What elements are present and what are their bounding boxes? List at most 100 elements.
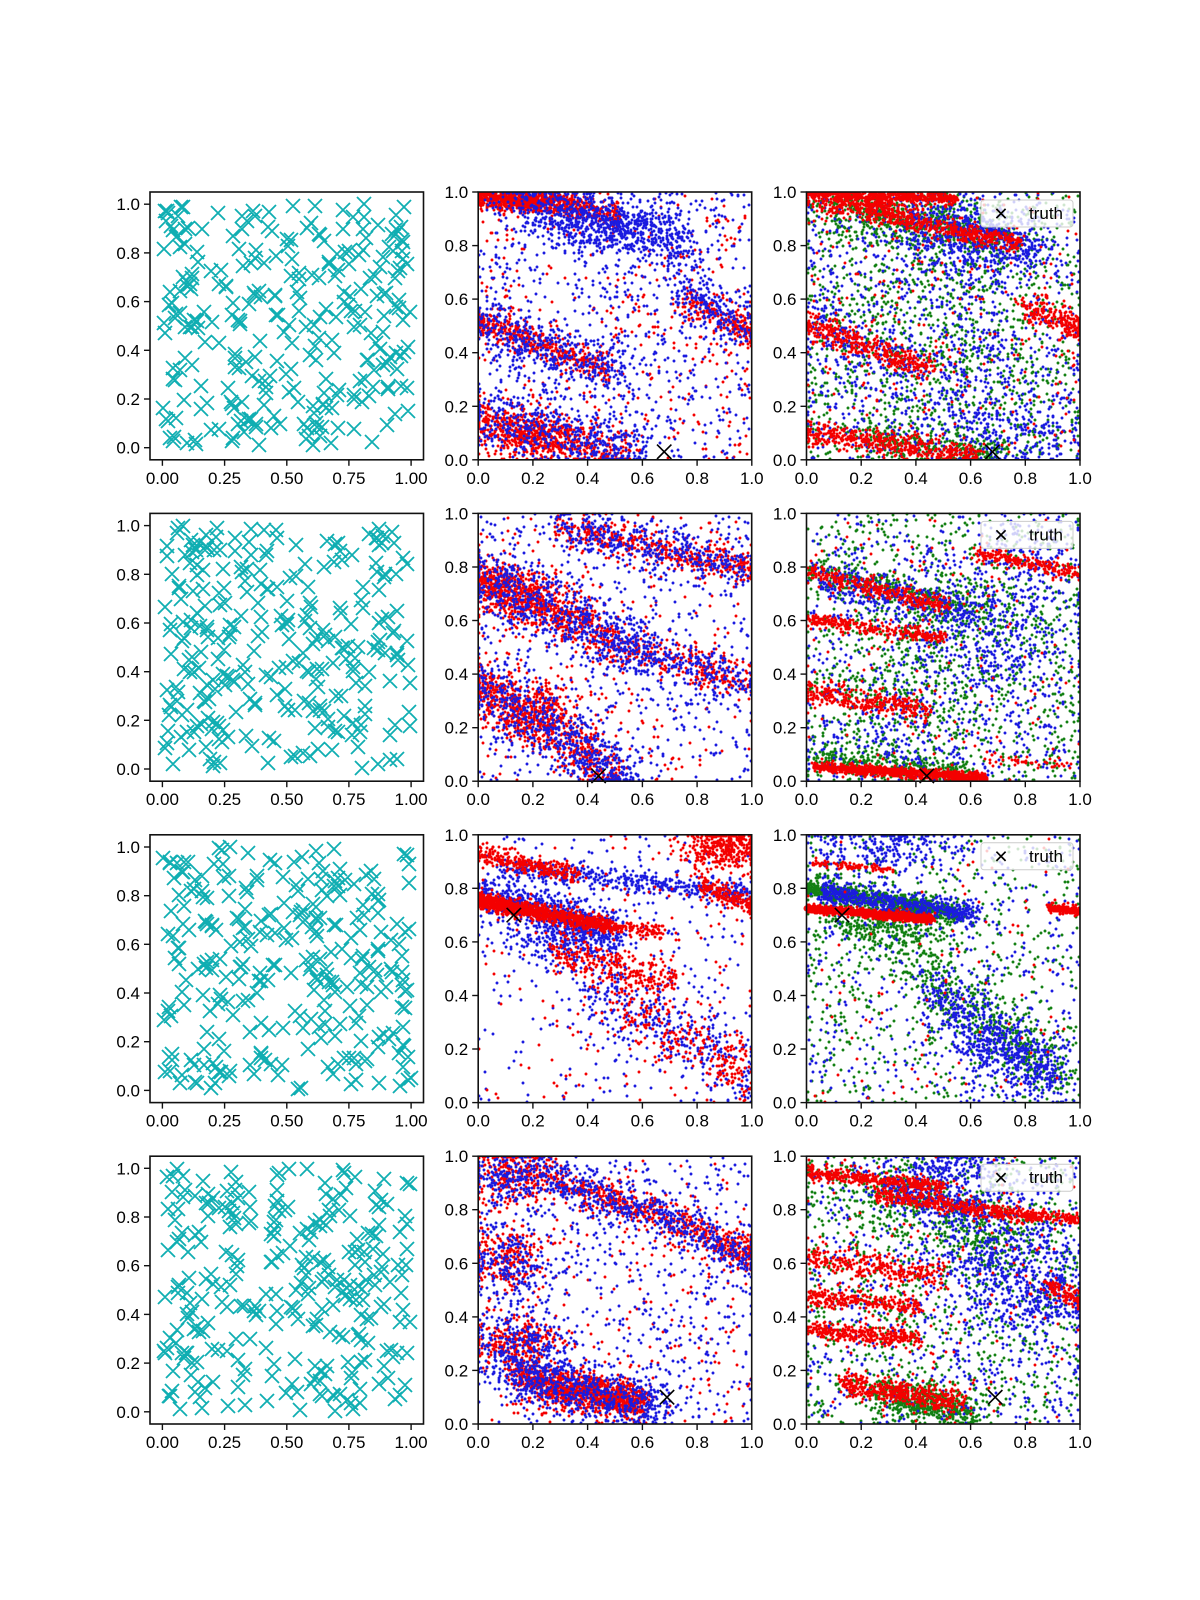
svg-text:0.2: 0.2 bbox=[445, 397, 469, 416]
svg-text:0.6: 0.6 bbox=[631, 1433, 655, 1452]
svg-text:0.8: 0.8 bbox=[773, 1201, 797, 1220]
svg-text:0.2: 0.2 bbox=[521, 790, 545, 809]
svg-text:1.0: 1.0 bbox=[740, 1433, 764, 1452]
svg-text:0.4: 0.4 bbox=[445, 344, 469, 363]
svg-text:0.6: 0.6 bbox=[631, 469, 655, 488]
svg-text:0.4: 0.4 bbox=[116, 1305, 140, 1324]
svg-text:0.00: 0.00 bbox=[146, 469, 179, 488]
svg-text:0.4: 0.4 bbox=[576, 1433, 600, 1452]
svg-text:0.2: 0.2 bbox=[116, 711, 140, 730]
svg-text:0.0: 0.0 bbox=[773, 772, 797, 791]
svg-text:1.0: 1.0 bbox=[116, 1159, 140, 1178]
svg-text:0.6: 0.6 bbox=[773, 290, 797, 309]
svg-text:0.2: 0.2 bbox=[521, 469, 545, 488]
svg-text:0.50: 0.50 bbox=[270, 790, 303, 809]
svg-text:1.0: 1.0 bbox=[773, 504, 797, 523]
svg-text:0.4: 0.4 bbox=[445, 987, 469, 1006]
svg-text:0.8: 0.8 bbox=[685, 790, 709, 809]
svg-text:1.0: 1.0 bbox=[1068, 1433, 1092, 1452]
svg-text:0.6: 0.6 bbox=[959, 790, 983, 809]
svg-text:0.2: 0.2 bbox=[521, 1112, 545, 1131]
svg-text:0.4: 0.4 bbox=[773, 987, 797, 1006]
svg-text:1.0: 1.0 bbox=[773, 183, 797, 202]
svg-text:0.25: 0.25 bbox=[208, 1112, 241, 1131]
svg-text:0.0: 0.0 bbox=[773, 1094, 797, 1113]
svg-text:0.8: 0.8 bbox=[116, 887, 140, 906]
svg-text:0.8: 0.8 bbox=[685, 1112, 709, 1131]
svg-text:0.2: 0.2 bbox=[773, 719, 797, 738]
svg-text:0.6: 0.6 bbox=[631, 790, 655, 809]
svg-text:1.0: 1.0 bbox=[1068, 1112, 1092, 1131]
svg-text:1.00: 1.00 bbox=[395, 1433, 428, 1452]
svg-text:0.0: 0.0 bbox=[466, 790, 490, 809]
svg-text:1.0: 1.0 bbox=[740, 469, 764, 488]
svg-text:0.6: 0.6 bbox=[116, 1257, 140, 1276]
svg-text:0.6: 0.6 bbox=[116, 935, 140, 954]
svg-text:0.0: 0.0 bbox=[795, 790, 819, 809]
svg-text:0.0: 0.0 bbox=[773, 1415, 797, 1434]
svg-text:truth: truth bbox=[1029, 1168, 1063, 1187]
svg-text:0.8: 0.8 bbox=[685, 1433, 709, 1452]
svg-text:0.6: 0.6 bbox=[116, 293, 140, 312]
svg-text:0.6: 0.6 bbox=[773, 1254, 797, 1273]
svg-text:1.0: 1.0 bbox=[445, 504, 469, 523]
svg-text:0.6: 0.6 bbox=[116, 614, 140, 633]
svg-text:0.0: 0.0 bbox=[795, 469, 819, 488]
svg-text:0.8: 0.8 bbox=[445, 1201, 469, 1220]
svg-text:0.0: 0.0 bbox=[445, 1094, 469, 1113]
svg-text:0.0: 0.0 bbox=[116, 1081, 140, 1100]
svg-text:0.25: 0.25 bbox=[208, 1433, 241, 1452]
svg-text:1.0: 1.0 bbox=[116, 517, 140, 536]
svg-text:0.8: 0.8 bbox=[116, 244, 140, 263]
svg-text:0.4: 0.4 bbox=[773, 1308, 797, 1327]
svg-text:1.0: 1.0 bbox=[740, 790, 764, 809]
svg-text:1.0: 1.0 bbox=[1068, 469, 1092, 488]
svg-text:0.8: 0.8 bbox=[1013, 469, 1037, 488]
svg-text:truth: truth bbox=[1029, 847, 1063, 866]
svg-text:0.4: 0.4 bbox=[576, 469, 600, 488]
svg-text:0.0: 0.0 bbox=[445, 772, 469, 791]
svg-text:0.4: 0.4 bbox=[576, 1112, 600, 1131]
svg-text:1.0: 1.0 bbox=[773, 826, 797, 845]
svg-text:0.25: 0.25 bbox=[208, 790, 241, 809]
svg-text:0.0: 0.0 bbox=[116, 1403, 140, 1422]
svg-text:1.00: 1.00 bbox=[395, 790, 428, 809]
svg-text:0.50: 0.50 bbox=[270, 1112, 303, 1131]
svg-text:0.75: 0.75 bbox=[332, 1433, 365, 1452]
svg-text:0.4: 0.4 bbox=[445, 665, 469, 684]
svg-text:0.8: 0.8 bbox=[773, 879, 797, 898]
svg-text:0.4: 0.4 bbox=[773, 344, 797, 363]
svg-text:0.8: 0.8 bbox=[773, 558, 797, 577]
svg-text:0.8: 0.8 bbox=[1013, 1433, 1037, 1452]
svg-text:0.4: 0.4 bbox=[773, 665, 797, 684]
svg-text:0.6: 0.6 bbox=[445, 290, 469, 309]
svg-text:0.6: 0.6 bbox=[445, 1254, 469, 1273]
svg-text:0.2: 0.2 bbox=[849, 1433, 873, 1452]
svg-text:0.50: 0.50 bbox=[270, 1433, 303, 1452]
svg-text:0.4: 0.4 bbox=[904, 790, 928, 809]
svg-text:0.8: 0.8 bbox=[445, 237, 469, 256]
svg-text:0.4: 0.4 bbox=[116, 663, 140, 682]
svg-text:0.0: 0.0 bbox=[773, 451, 797, 470]
svg-text:1.00: 1.00 bbox=[395, 469, 428, 488]
svg-text:0.6: 0.6 bbox=[959, 1433, 983, 1452]
svg-text:0.2: 0.2 bbox=[521, 1433, 545, 1452]
svg-text:0.75: 0.75 bbox=[332, 469, 365, 488]
svg-text:0.0: 0.0 bbox=[466, 1433, 490, 1452]
svg-text:1.0: 1.0 bbox=[445, 183, 469, 202]
svg-text:0.6: 0.6 bbox=[773, 933, 797, 952]
svg-text:0.0: 0.0 bbox=[795, 1433, 819, 1452]
svg-text:truth: truth bbox=[1029, 525, 1063, 544]
svg-text:0.4: 0.4 bbox=[904, 1112, 928, 1131]
svg-text:0.2: 0.2 bbox=[773, 397, 797, 416]
svg-text:0.2: 0.2 bbox=[445, 719, 469, 738]
svg-text:0.0: 0.0 bbox=[445, 1415, 469, 1434]
svg-text:0.2: 0.2 bbox=[445, 1361, 469, 1380]
svg-text:0.2: 0.2 bbox=[849, 469, 873, 488]
svg-text:0.8: 0.8 bbox=[1013, 1112, 1037, 1131]
svg-text:0.2: 0.2 bbox=[849, 1112, 873, 1131]
svg-text:0.2: 0.2 bbox=[116, 1033, 140, 1052]
svg-text:1.0: 1.0 bbox=[740, 1112, 764, 1131]
svg-text:0.50: 0.50 bbox=[270, 469, 303, 488]
svg-text:0.25: 0.25 bbox=[208, 469, 241, 488]
